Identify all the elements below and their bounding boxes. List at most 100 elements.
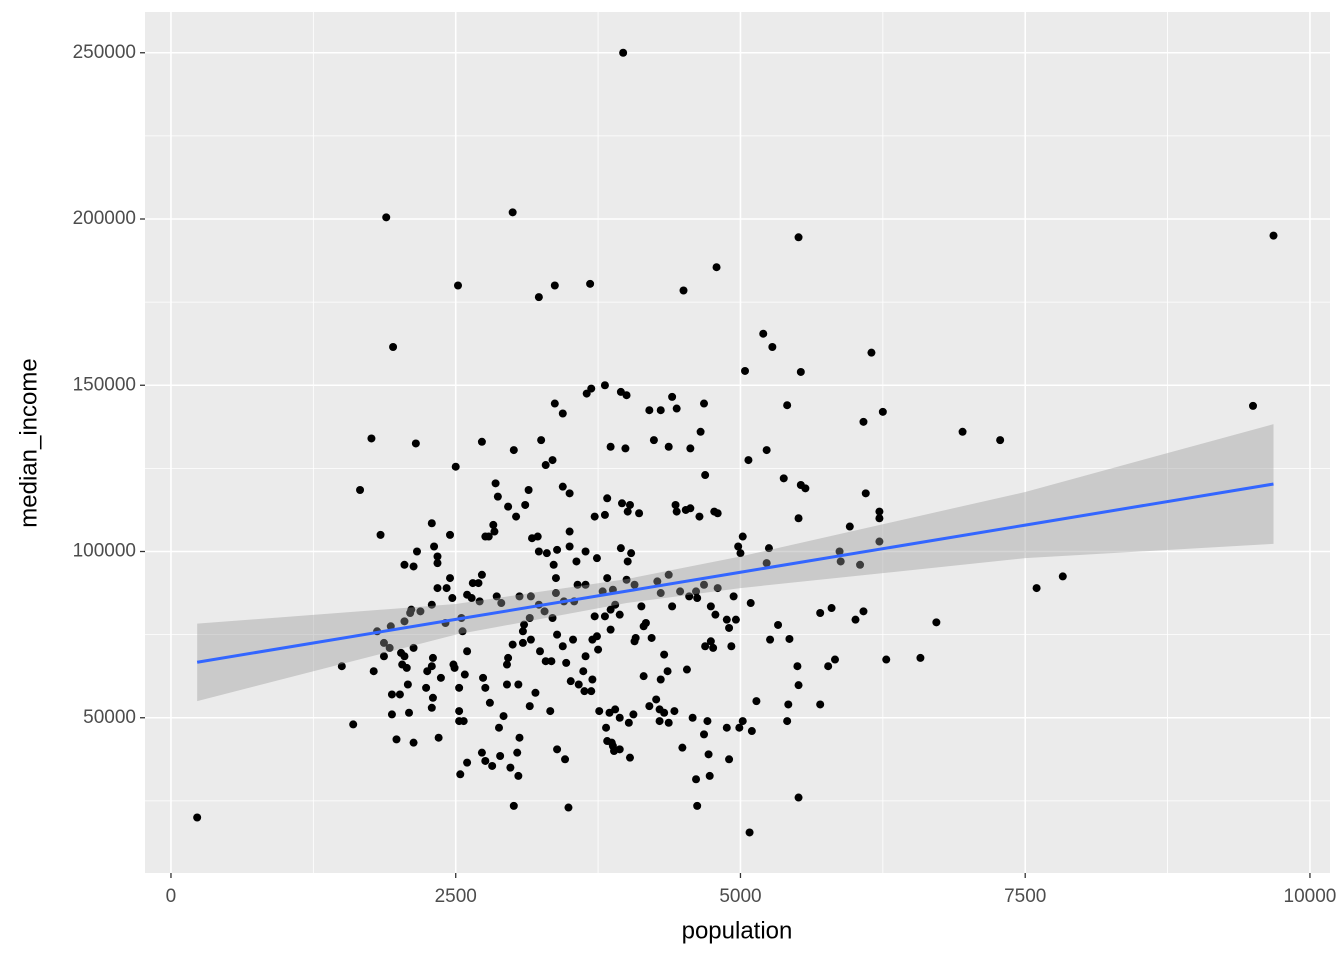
point bbox=[768, 343, 777, 352]
point bbox=[550, 399, 559, 408]
point bbox=[442, 584, 451, 593]
trend-line bbox=[196, 482, 1274, 664]
point bbox=[367, 434, 376, 443]
point bbox=[700, 399, 709, 408]
point bbox=[409, 643, 418, 652]
point bbox=[515, 733, 524, 742]
point bbox=[588, 675, 597, 684]
point bbox=[606, 605, 615, 614]
point bbox=[458, 627, 467, 636]
point bbox=[526, 635, 535, 644]
point bbox=[824, 662, 833, 671]
point bbox=[573, 580, 582, 589]
point bbox=[875, 507, 884, 516]
x-tick-label: 2500 bbox=[435, 886, 477, 907]
x-tick-label: 7500 bbox=[1004, 886, 1046, 907]
point bbox=[867, 348, 876, 357]
point bbox=[700, 730, 709, 739]
point bbox=[531, 688, 540, 697]
point bbox=[602, 723, 611, 732]
point bbox=[337, 662, 346, 671]
point bbox=[534, 293, 543, 302]
point bbox=[409, 738, 418, 747]
point bbox=[735, 723, 744, 732]
point bbox=[627, 549, 636, 558]
point bbox=[485, 698, 494, 707]
point bbox=[693, 594, 702, 603]
point bbox=[508, 208, 517, 217]
point bbox=[518, 638, 527, 647]
point bbox=[463, 758, 472, 767]
point bbox=[700, 580, 709, 589]
x-tick-label: 5000 bbox=[719, 886, 761, 907]
point bbox=[1249, 401, 1258, 410]
point bbox=[664, 442, 673, 451]
point bbox=[794, 793, 803, 802]
point bbox=[670, 707, 679, 716]
point bbox=[996, 436, 1005, 445]
point bbox=[835, 547, 844, 556]
point bbox=[433, 584, 442, 593]
point bbox=[590, 612, 599, 621]
point bbox=[668, 392, 677, 401]
point bbox=[423, 667, 432, 676]
point bbox=[623, 507, 632, 516]
point bbox=[794, 681, 803, 690]
point bbox=[611, 705, 620, 714]
point bbox=[830, 655, 839, 664]
point bbox=[696, 427, 705, 436]
point bbox=[580, 687, 589, 696]
point bbox=[449, 660, 458, 669]
point bbox=[581, 652, 590, 661]
point bbox=[741, 366, 750, 375]
point bbox=[729, 592, 738, 601]
point bbox=[693, 801, 702, 810]
point bbox=[400, 617, 409, 626]
point bbox=[656, 589, 665, 598]
point bbox=[411, 439, 420, 448]
point bbox=[581, 547, 590, 556]
point bbox=[489, 520, 498, 529]
point bbox=[836, 557, 845, 566]
point bbox=[582, 389, 591, 398]
x-tick-label: 10000 bbox=[1284, 886, 1337, 907]
point bbox=[747, 727, 756, 736]
point bbox=[427, 519, 436, 528]
point bbox=[827, 604, 836, 613]
point bbox=[784, 700, 793, 709]
point bbox=[600, 612, 609, 621]
point bbox=[405, 708, 414, 717]
point bbox=[565, 527, 574, 536]
point bbox=[655, 717, 664, 726]
point bbox=[412, 547, 421, 556]
point bbox=[581, 580, 590, 589]
point bbox=[509, 446, 518, 455]
point bbox=[711, 610, 720, 619]
point bbox=[745, 828, 754, 837]
point bbox=[801, 484, 810, 493]
point bbox=[793, 662, 802, 671]
point bbox=[594, 645, 603, 654]
point bbox=[451, 462, 460, 471]
point bbox=[499, 712, 508, 721]
point bbox=[453, 281, 462, 290]
point bbox=[455, 683, 464, 692]
point bbox=[558, 482, 567, 491]
point bbox=[428, 693, 437, 702]
point bbox=[479, 673, 488, 682]
point bbox=[502, 660, 511, 669]
point bbox=[727, 642, 736, 651]
point bbox=[678, 743, 687, 752]
point bbox=[513, 748, 522, 757]
point bbox=[762, 559, 771, 568]
point bbox=[752, 697, 761, 706]
point bbox=[508, 640, 517, 649]
point bbox=[647, 633, 656, 642]
point bbox=[467, 594, 476, 603]
point bbox=[550, 281, 559, 290]
point bbox=[615, 610, 624, 619]
point bbox=[349, 720, 358, 729]
point bbox=[623, 557, 632, 566]
point bbox=[526, 592, 535, 601]
point bbox=[492, 592, 501, 601]
